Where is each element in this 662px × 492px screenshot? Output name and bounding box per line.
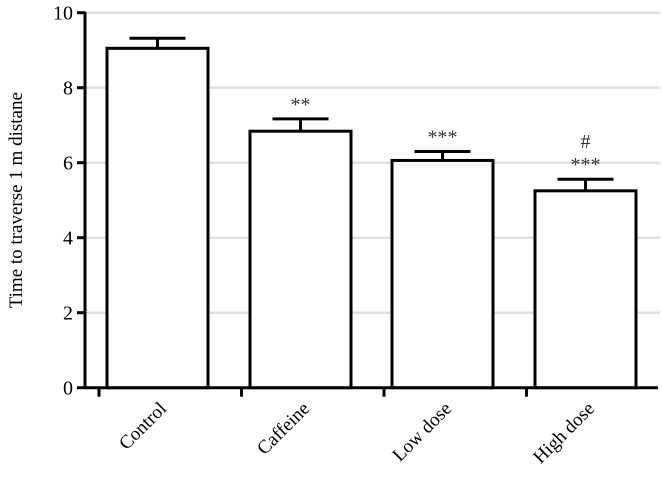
y-tick-label: 6: [63, 153, 73, 175]
y-tick-label: 2: [63, 303, 73, 325]
y-tick-label: 0: [63, 378, 73, 400]
bar-high-dose: [533, 189, 638, 390]
y-axis-label: Time to traverse 1 m distane: [6, 92, 27, 308]
y-tick-label: 8: [63, 78, 73, 100]
significance-annotation: #: [581, 131, 591, 153]
x-tick-label: Control: [115, 398, 171, 454]
y-tick-label: 10: [53, 3, 73, 25]
significance-annotation: **: [291, 94, 311, 116]
x-tick-label: Low dose: [389, 398, 456, 465]
bar-low-dose: [390, 158, 495, 390]
y-tick-label: 4: [63, 228, 73, 250]
bar-caffeine: [248, 129, 353, 390]
x-tick-label: High dose: [529, 398, 599, 468]
significance-annotation: ***: [428, 126, 458, 148]
x-tick-label: Caffeine: [253, 398, 314, 459]
bar-control: [105, 46, 210, 390]
significance-annotation: ***: [571, 154, 601, 176]
